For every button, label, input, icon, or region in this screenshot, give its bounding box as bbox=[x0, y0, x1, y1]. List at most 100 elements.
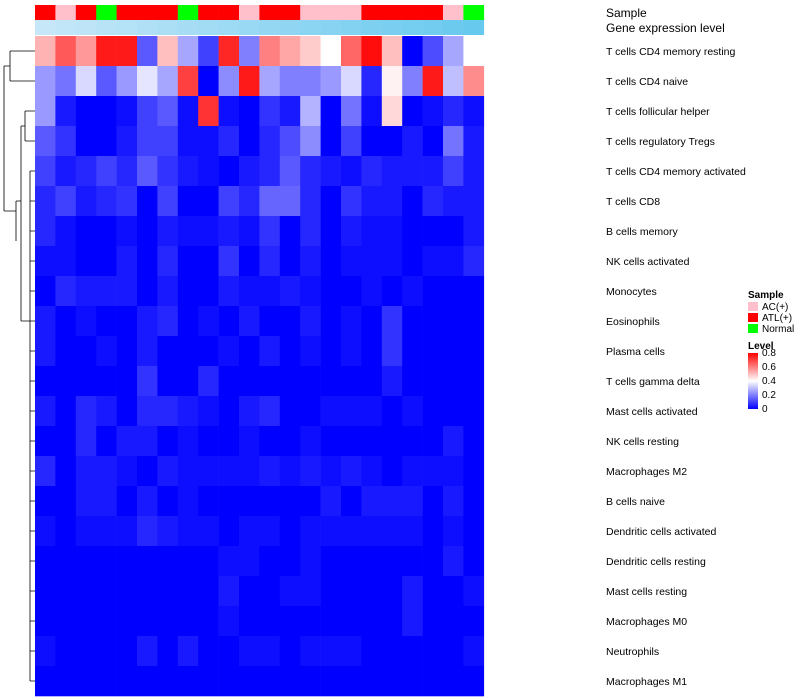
heatmap-cell bbox=[96, 186, 117, 217]
row-label: Mast cells resting bbox=[606, 586, 687, 598]
heatmap-cell bbox=[361, 246, 383, 277]
heatmap-cell bbox=[177, 606, 199, 637]
heatmap-cell bbox=[177, 126, 199, 157]
heatmap-cell bbox=[75, 156, 97, 187]
expression-annotation-cell bbox=[116, 20, 138, 35]
heatmap-cell bbox=[198, 396, 219, 427]
heatmap-cell bbox=[116, 246, 138, 277]
heatmap-cell bbox=[157, 486, 179, 517]
heatmap-cell bbox=[75, 576, 97, 607]
heatmap-cell bbox=[218, 126, 240, 157]
row-label: Dendritic cells activated bbox=[606, 526, 716, 538]
heatmap-cell bbox=[341, 66, 362, 97]
heatmap-cell bbox=[116, 516, 138, 547]
heatmap-cell bbox=[177, 516, 199, 547]
heatmap-cell bbox=[279, 336, 301, 367]
heatmap-cell bbox=[300, 546, 321, 577]
heatmap-cell bbox=[198, 156, 219, 187]
heatmap-cell bbox=[422, 486, 444, 517]
heatmap-cell bbox=[157, 156, 179, 187]
heatmap-cell bbox=[443, 306, 464, 337]
heatmap-cell bbox=[381, 396, 403, 427]
heatmap-cell bbox=[341, 36, 362, 67]
heatmap-cell bbox=[300, 66, 321, 97]
heatmap-cell bbox=[157, 96, 179, 127]
heatmap-cell bbox=[198, 36, 219, 67]
row-label: T cells CD4 naive bbox=[606, 76, 688, 88]
row-label: T cells CD4 memory activated bbox=[606, 166, 746, 178]
heatmap-cell bbox=[157, 396, 179, 427]
heatmap-cell bbox=[198, 636, 219, 667]
heatmap-cell bbox=[341, 396, 362, 427]
row-label: NK cells activated bbox=[606, 256, 690, 268]
heatmap-cell bbox=[239, 396, 260, 427]
heatmap-cell bbox=[157, 276, 179, 307]
heatmap-cell bbox=[300, 36, 321, 67]
heatmap-cell bbox=[463, 66, 485, 97]
sample-annotation-cell bbox=[422, 5, 444, 20]
heatmap-cell bbox=[75, 246, 97, 277]
heatmap-cell bbox=[320, 366, 342, 397]
heatmap-cell bbox=[341, 636, 362, 667]
heatmap-cell bbox=[35, 186, 56, 217]
heatmap-cell bbox=[463, 186, 485, 217]
heatmap-cell bbox=[422, 516, 444, 547]
heatmap-cell bbox=[320, 216, 342, 247]
heatmap-cell bbox=[137, 336, 158, 367]
heatmap-cell bbox=[96, 366, 117, 397]
heatmap-cell bbox=[96, 96, 117, 127]
heatmap-cell bbox=[35, 516, 56, 547]
heatmap-cell bbox=[116, 66, 138, 97]
sample-legend-swatch bbox=[748, 302, 758, 311]
row-label: Neutrophils bbox=[606, 646, 659, 658]
heatmap-cell bbox=[259, 666, 281, 697]
heatmap-cell bbox=[341, 96, 362, 127]
heatmap-cell bbox=[443, 126, 464, 157]
heatmap-cell bbox=[300, 336, 321, 367]
sample-annotation-cell bbox=[198, 5, 219, 20]
expression-annotation-cell bbox=[300, 20, 321, 35]
sample-legend-title: Sample bbox=[748, 290, 784, 301]
heatmap-cell bbox=[422, 36, 444, 67]
heatmap-cell bbox=[157, 336, 179, 367]
heatmap-cell bbox=[239, 246, 260, 277]
heatmap-cell bbox=[279, 426, 301, 457]
heatmap-cell bbox=[55, 516, 77, 547]
row-label: NK cells resting bbox=[606, 436, 679, 448]
heatmap-cell bbox=[279, 396, 301, 427]
heatmap-cell bbox=[300, 396, 321, 427]
heatmap-cell bbox=[361, 186, 383, 217]
heatmap-cell bbox=[361, 306, 383, 337]
expression-annotation-cell bbox=[137, 20, 158, 35]
heatmap-cell bbox=[116, 126, 138, 157]
heatmap-cell bbox=[381, 306, 403, 337]
sample-annotation-cell bbox=[55, 5, 77, 20]
heatmap-cell bbox=[341, 546, 362, 577]
heatmap-cell bbox=[198, 96, 219, 127]
heatmap-cell bbox=[55, 156, 77, 187]
heatmap-cell bbox=[300, 606, 321, 637]
expression-annotation-cell bbox=[55, 20, 77, 35]
heatmap-cell bbox=[137, 576, 158, 607]
heatmap-cell bbox=[55, 426, 77, 457]
heatmap-cell bbox=[463, 426, 485, 457]
heatmap-cell bbox=[137, 516, 158, 547]
heatmap-cell bbox=[75, 456, 97, 487]
sample-annotation-cell bbox=[116, 5, 138, 20]
heatmap-cell bbox=[463, 576, 485, 607]
sample-track-label: Sample bbox=[606, 6, 647, 20]
heatmap-cell bbox=[116, 666, 138, 697]
expression-annotation-cell bbox=[402, 20, 423, 35]
heatmap-cell bbox=[463, 546, 485, 577]
row-label: T cells CD4 memory resting bbox=[606, 46, 735, 58]
heatmap-cell bbox=[443, 156, 464, 187]
heatmap-cell bbox=[116, 396, 138, 427]
heatmap-cell bbox=[402, 606, 423, 637]
heatmap-cell bbox=[361, 486, 383, 517]
heatmap-cell bbox=[55, 486, 77, 517]
expression-annotation-cell bbox=[35, 20, 56, 35]
heatmap-cell bbox=[361, 426, 383, 457]
heatmap-cell bbox=[341, 516, 362, 547]
heatmap-cell bbox=[259, 216, 281, 247]
